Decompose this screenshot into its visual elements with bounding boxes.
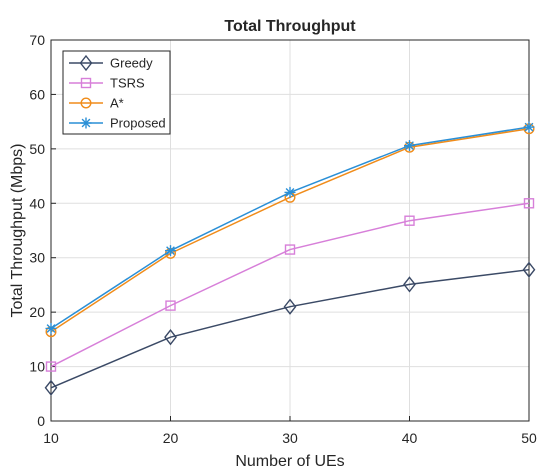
data-point-proposed [404, 140, 415, 152]
legend-label-proposed: Proposed [110, 116, 166, 131]
series-group [44, 121, 536, 396]
legend-marker-proposed [80, 117, 92, 129]
y-tick-label: 70 [29, 32, 45, 48]
data-point-tsrs [523, 198, 535, 209]
y-tick-label: 10 [29, 359, 45, 375]
series-tsrs [45, 198, 535, 372]
x-axis-ticks: 10 20 30 40 50 [43, 416, 537, 446]
legend-marker-greedy [79, 54, 93, 72]
x-tick-label: 30 [282, 430, 298, 446]
y-tick-label: 40 [29, 195, 45, 211]
data-point-proposed [523, 121, 535, 133]
y-tick-label: 60 [29, 86, 45, 102]
y-tick-label: 20 [29, 304, 45, 320]
x-tick-label: 10 [43, 430, 59, 446]
legend-label-greedy: Greedy [110, 56, 153, 71]
x-axis-label: Number of UEs [235, 453, 344, 470]
x-tick-label: 20 [163, 430, 179, 446]
x-tick-label: 50 [521, 430, 537, 446]
series-proposed [45, 121, 535, 334]
data-point-tsrs [45, 361, 57, 372]
grid [50, 39, 530, 422]
y-tick-label: 30 [29, 250, 45, 266]
legend-marker-a [80, 97, 92, 109]
y-tick-label: 0 [37, 413, 45, 429]
data-point-proposed [45, 322, 57, 334]
series-greedy [44, 261, 536, 396]
data-point-proposed [165, 245, 176, 257]
data-point-tsrs [404, 215, 415, 226]
series-line-greedy [50, 268, 530, 389]
y-axis-label: Total Throughput (Mbps) [9, 143, 26, 317]
chart-title: Total Throughput [224, 18, 356, 35]
legend-label-tsrs: TSRS [110, 76, 145, 91]
y-axis-ticks: 0 10 20 30 40 50 60 70 [29, 32, 56, 429]
data-point-greedy [403, 276, 416, 293]
data-point-tsrs [165, 300, 176, 311]
series-line-tsrs [50, 202, 530, 368]
data-point-proposed [284, 186, 296, 198]
data-point-greedy [44, 379, 58, 396]
legend-marker-tsrs [80, 77, 92, 89]
legend: Greedy TSRS A* Proposed [62, 50, 171, 135]
data-point-tsrs [284, 244, 296, 255]
legend-label-a: A* [110, 96, 124, 111]
y-tick-label: 50 [29, 141, 45, 157]
data-point-greedy [283, 298, 297, 315]
data-point-greedy [164, 329, 177, 346]
data-point-greedy [522, 261, 536, 278]
legend-box [62, 50, 171, 135]
x-tick-label: 40 [402, 430, 418, 446]
